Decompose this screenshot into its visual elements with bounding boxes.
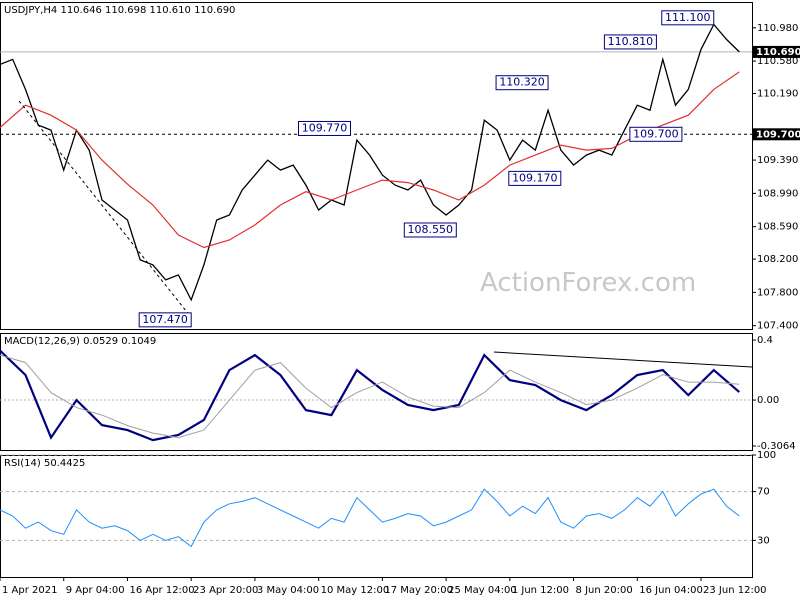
x-tick-label: 25 May 04:00: [448, 585, 517, 596]
x-tick-label: 9 Apr 04:00: [66, 585, 125, 596]
y-tick-label: 0.4: [757, 335, 773, 346]
level-label-bg: [753, 45, 800, 58]
annotation-label: 109.170: [512, 171, 558, 184]
series-line: [0, 349, 741, 442]
series-line: [0, 23, 740, 302]
y-tick-label: 100: [757, 450, 776, 461]
panel-frame: [0, 2, 753, 330]
y-tick-label: 30: [757, 535, 770, 546]
x-tick-label: 23 Apr 20:00: [193, 585, 258, 596]
y-tick-label: 108.200: [757, 254, 798, 265]
x-tick-label: 16 Jun 04:00: [639, 585, 703, 596]
y-tick-label: 110.580: [757, 56, 798, 67]
watermark: ActionForex.com: [480, 268, 696, 298]
panel-frame: [0, 455, 753, 578]
panel-title: MACD(12,26,9) 0.0529 0.1049: [4, 336, 156, 347]
x-tick-label: 3 May 04:00: [257, 585, 319, 596]
x-tick-label: 23 Jun 12:00: [703, 585, 767, 596]
annotation-box: [298, 120, 352, 136]
panel-frame: [0, 333, 753, 451]
annotation-box: [661, 10, 715, 26]
level-label: 109.700: [756, 129, 800, 140]
y-tick-label: 0.00: [757, 395, 779, 406]
level-label-bg: [753, 128, 800, 141]
panel-title: USDJPY,H4 110.646 110.698 110.610 110.69…: [4, 5, 235, 16]
x-tick-label: 16 Apr 12:00: [129, 585, 194, 596]
annotation-box: [403, 222, 457, 238]
series-line: [0, 354, 740, 439]
panel-title: RSI(14) 50.4425: [4, 458, 85, 469]
y-tick-label: 108.590: [757, 222, 798, 233]
annotation-box: [629, 126, 683, 142]
annotation-label: 107.470: [142, 313, 188, 326]
x-tick-label: 17 May 20:00: [384, 585, 453, 596]
y-tick-label: 110.190: [757, 89, 798, 100]
x-tick-label: 1 Apr 2021: [2, 585, 57, 596]
y-tick-label: 110.980: [757, 23, 798, 34]
x-tick-label: 8 Jun 20:00: [576, 585, 633, 596]
trendline: [18, 100, 192, 318]
y-tick-label: 107.400: [757, 321, 798, 332]
annotation-box: [603, 34, 657, 50]
annotation-label: 109.700: [633, 127, 679, 140]
annotation-box: [508, 170, 562, 186]
x-tick-label: 1 Jun 12:00: [512, 585, 569, 596]
series-line: [0, 488, 740, 548]
annotation-box: [495, 75, 549, 91]
x-tick-label: 10 May 12:00: [321, 585, 390, 596]
y-tick-label: 107.800: [757, 287, 798, 298]
y-tick-label: -0.3064: [757, 441, 796, 452]
annotation-label: 110.320: [499, 76, 545, 89]
annotation-label: 109.770: [302, 121, 348, 134]
annotation-label: 110.810: [608, 35, 654, 48]
y-tick-label: 109.390: [757, 155, 798, 166]
y-tick-label: 108.990: [757, 188, 798, 199]
annotation-box: [138, 312, 192, 328]
level-label: 110.690: [756, 47, 800, 58]
series-line: [0, 71, 740, 249]
annotation-label: 108.550: [408, 223, 454, 236]
annotation-label: 111.100: [665, 11, 711, 24]
y-tick-label: 70: [757, 487, 770, 498]
trendline: [493, 351, 753, 368]
